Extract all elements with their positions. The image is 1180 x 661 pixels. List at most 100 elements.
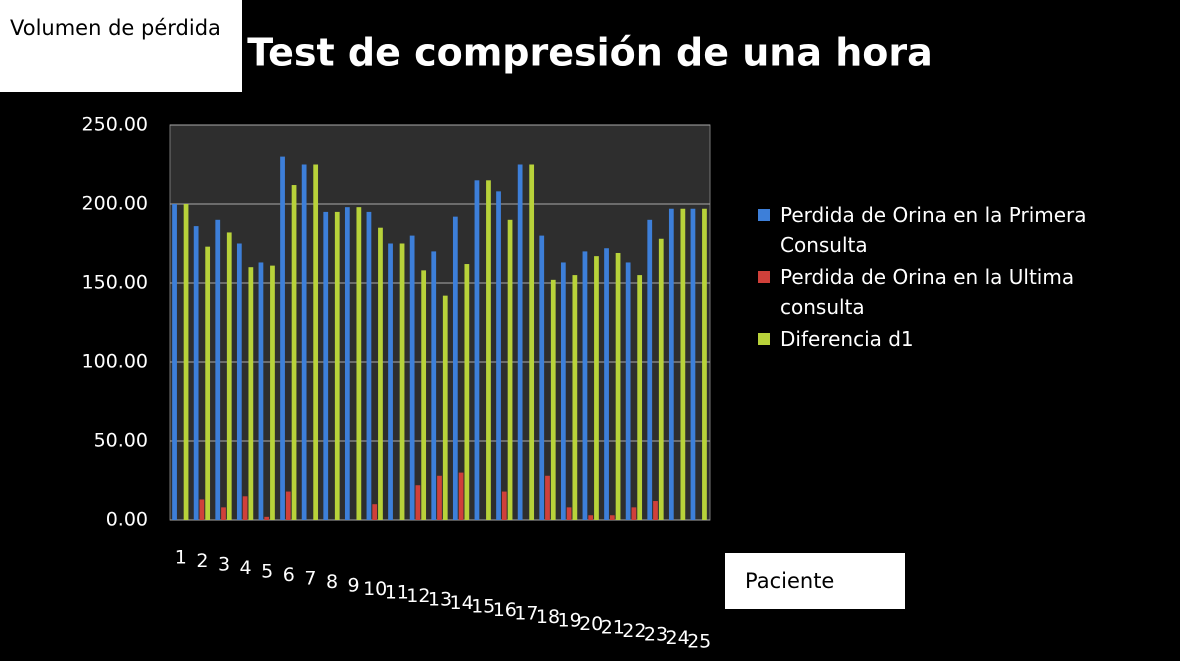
bar: [452, 216, 458, 520]
legend-label: Diferencia d1: [780, 327, 914, 351]
x-tick-label: 24: [666, 627, 690, 649]
x-tick-label: 23: [644, 624, 668, 646]
bar: [550, 279, 556, 520]
bar: [442, 295, 448, 520]
bar: [658, 238, 664, 520]
bar: [270, 265, 275, 520]
bar: [378, 227, 383, 520]
x-tick-label: 12: [406, 585, 430, 607]
bar: [690, 208, 696, 521]
bar: [372, 504, 378, 520]
bar: [421, 270, 427, 520]
bar: [545, 475, 550, 520]
bar: [258, 262, 264, 520]
bar: [415, 485, 421, 520]
legend: Perdida de Orina en la Primera Consulta P…: [758, 200, 1128, 356]
x-tick-label: 1: [175, 547, 187, 569]
bar: [248, 267, 254, 520]
x-tick-label: 20: [579, 613, 603, 635]
bar: [560, 262, 566, 520]
bar: [517, 164, 523, 520]
bar: [501, 491, 507, 520]
bar: [388, 243, 393, 520]
x-tick-label: 4: [240, 557, 252, 579]
x-tick-label: 16: [493, 599, 517, 621]
bar: [183, 204, 189, 520]
bar: [637, 275, 643, 520]
x-axis-title: Paciente: [725, 553, 905, 609]
bar: [323, 211, 329, 520]
y-tick-label: 100.00: [82, 351, 148, 373]
bar: [172, 204, 177, 520]
bar: [215, 219, 221, 521]
x-tick-label: 22: [622, 620, 646, 642]
bar: [226, 232, 232, 520]
bar: [474, 180, 480, 521]
legend-label: Perdida de Orina en la Primera Consulta: [780, 203, 1087, 257]
bar: [205, 246, 211, 520]
bar: [285, 491, 291, 520]
bar: [344, 207, 350, 520]
bar: [193, 226, 199, 520]
bar: [609, 515, 615, 520]
bar: [291, 185, 297, 521]
bar: [631, 507, 637, 520]
bar: [702, 208, 707, 521]
legend-item: Perdida de Orina en la Ultima consulta: [758, 262, 1128, 322]
y-tick-label: 0.00: [106, 509, 148, 531]
legend-swatch: [758, 271, 770, 283]
bar: [615, 252, 621, 521]
bar: [582, 251, 588, 520]
y-axis-title: Volumen de pérdida: [0, 0, 242, 92]
legend-item: Perdida de Orina en la Primera Consulta: [758, 200, 1128, 260]
bar: [356, 207, 362, 520]
x-tick-label: 10: [363, 578, 387, 600]
x-tick-label: 3: [218, 554, 230, 576]
bar: [221, 507, 226, 520]
bar: [529, 164, 535, 520]
bar: [668, 208, 674, 521]
x-tick-label: 14: [450, 592, 474, 614]
bar: [625, 262, 631, 520]
bar: [507, 219, 513, 521]
bar: [486, 180, 491, 521]
bar: [242, 496, 248, 520]
legend-label: Perdida de Orina en la Ultima consulta: [780, 265, 1075, 319]
bar: [594, 256, 599, 520]
x-tick-label: 19: [558, 610, 582, 632]
bar: [437, 475, 442, 520]
x-tick-label: 9: [348, 575, 360, 597]
legend-item: Diferencia d1: [758, 324, 1128, 354]
x-tick-label: 21: [601, 617, 625, 639]
bar: [236, 243, 242, 520]
bar: [653, 501, 658, 520]
bar: [280, 156, 285, 520]
x-tick-label: 13: [428, 589, 452, 611]
legend-swatch: [758, 209, 770, 221]
x-tick-label: 11: [385, 582, 409, 604]
bar: [399, 243, 405, 520]
bar: [458, 472, 464, 520]
bar: [604, 248, 609, 521]
x-tick-label: 17: [514, 603, 538, 625]
bar: [572, 275, 578, 520]
x-tick-label: 6: [283, 564, 295, 586]
bar: [409, 235, 415, 520]
bar: [431, 251, 437, 520]
x-tick-label: 5: [261, 561, 273, 583]
bar: [301, 164, 307, 520]
bar: [313, 164, 319, 520]
x-tick-label: 25: [687, 631, 711, 653]
bar: [647, 219, 653, 521]
bar: [264, 516, 270, 520]
x-tick-label: 2: [196, 550, 208, 572]
chart-title: Test de compresión de una hora: [247, 31, 933, 75]
x-tick-label: 8: [326, 571, 338, 593]
legend-swatch: [758, 333, 770, 345]
bar: [566, 507, 572, 520]
bar: [588, 515, 594, 520]
y-tick-label: 150.00: [82, 272, 148, 294]
y-tick-label: 50.00: [94, 430, 148, 452]
